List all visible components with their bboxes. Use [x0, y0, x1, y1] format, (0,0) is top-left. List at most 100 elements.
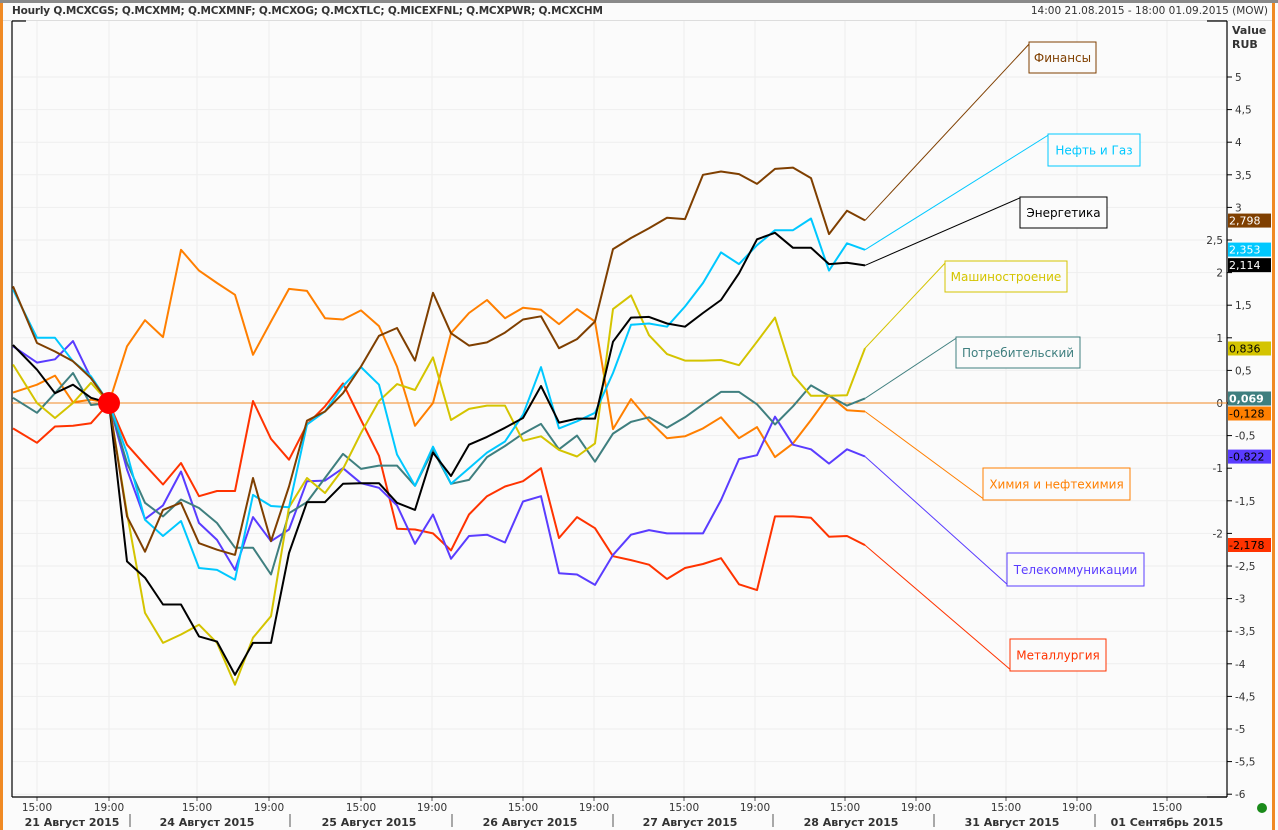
status-indicator-icon: [1257, 803, 1267, 813]
x-tick-label: 15:00: [22, 802, 52, 814]
day-label: 26 Август 2015: [483, 816, 578, 829]
day-label: 21 Август 2015: [25, 816, 120, 829]
last-value-text: -0,822: [1229, 451, 1264, 464]
series-label: Финансы: [1034, 51, 1091, 65]
header-divider: [3, 20, 1272, 21]
y-tick-label: 1: [1216, 333, 1223, 345]
series-label-box: [1019, 196, 1108, 229]
y-tick-label: 0: [1216, 398, 1223, 410]
y-tick-label: -3,5: [1235, 626, 1256, 638]
series-label: Металлургия: [1016, 649, 1099, 663]
series-label-box: [1028, 41, 1097, 74]
series-leader-line: [864, 336, 959, 399]
last-value-badge: [1228, 406, 1271, 421]
y-tick-label: 2: [1216, 268, 1223, 280]
day-label: 27 Август 2015: [643, 816, 738, 829]
last-value-text: 2,353: [1229, 244, 1261, 257]
last-value-badge: [1228, 391, 1271, 406]
last-value-badge: [1228, 242, 1271, 257]
x-tick-label: 15:00: [182, 802, 212, 814]
series-label: Энергетика: [1026, 206, 1100, 220]
last-value-badge: [1228, 538, 1271, 553]
y-tick-label: -5,5: [1235, 757, 1256, 769]
x-tick-label: 19:00: [417, 802, 447, 814]
x-tick-label: 15:00: [669, 802, 699, 814]
x-tick-label: 19:00: [579, 802, 609, 814]
y-tick-label: -2,5: [1235, 561, 1256, 573]
series-label-box: [1009, 638, 1107, 672]
y-tick-label: -3: [1235, 594, 1245, 606]
last-value-badge: [1228, 341, 1271, 356]
series-leader-line: [864, 41, 1032, 221]
series-label: Химия и нефтехимия: [989, 478, 1123, 492]
y-tick-label: 0,5: [1235, 365, 1252, 377]
series-line: [12, 231, 866, 676]
y-tick-label: -1,5: [1235, 496, 1256, 508]
series-line: [12, 382, 866, 592]
series-label-box: [1006, 552, 1145, 587]
day-label: 25 Август 2015: [322, 816, 417, 829]
y-tick-label: -2: [1213, 528, 1223, 540]
series-leader-line: [864, 456, 1010, 587]
y-tick-label: 3,5: [1235, 170, 1252, 182]
series-leader-line: [864, 411, 986, 501]
y-tick-label: 4: [1235, 137, 1242, 149]
y-axis-label-value: Value: [1232, 24, 1266, 37]
series-line: [12, 294, 866, 686]
x-tick-label: 19:00: [1062, 802, 1092, 814]
x-tick-label: 19:00: [901, 802, 931, 814]
series-label: Потребительский: [962, 346, 1074, 360]
x-tick-label: 15:00: [1152, 802, 1182, 814]
date-range: 14:00 21.08.2015 - 18:00 01.09.2015 (MOW…: [1030, 5, 1268, 17]
series-leader-line: [864, 133, 1051, 251]
last-value-text: 2,114: [1229, 259, 1261, 272]
left-border: [0, 3, 3, 830]
series-line: [12, 340, 866, 586]
series-label-box: [955, 336, 1081, 369]
y-tick-label: -5: [1235, 724, 1245, 736]
window-top-strip: [0, 0, 1278, 3]
series-label-box: [982, 467, 1131, 501]
y-tick-label: -4: [1235, 659, 1246, 671]
x-tick-label: 15:00: [830, 802, 860, 814]
series-label-box: [944, 260, 1068, 293]
series-line: [12, 166, 866, 556]
y-tick-label: 1,5: [1235, 300, 1252, 312]
x-tick-label: 19:00: [94, 802, 124, 814]
y-tick-label: 5: [1235, 72, 1242, 84]
y-tick-label: 4,5: [1235, 105, 1252, 117]
last-value-text: -2,178: [1229, 539, 1264, 552]
series-label-box: [1047, 133, 1141, 167]
day-label: 28 Август 2015: [804, 816, 899, 829]
y-tick-label: -1: [1213, 463, 1223, 475]
y-tick-label: 2,5: [1206, 235, 1223, 247]
reference-point-marker: [98, 392, 120, 414]
last-value-text: 2,798: [1229, 215, 1261, 228]
series-line: [12, 248, 866, 459]
series-leader-line: [864, 544, 1013, 672]
last-value-badge: [1228, 449, 1271, 464]
last-value-badge: [1228, 213, 1271, 228]
x-tick-label: 15:00: [508, 802, 538, 814]
series-label: Нефть и Газ: [1055, 144, 1132, 158]
y-tick-label: -4,5: [1235, 691, 1256, 703]
day-label: 24 Август 2015: [160, 816, 255, 829]
series-leader-line: [864, 260, 948, 349]
last-value-text: 0,069: [1229, 393, 1264, 406]
x-tick-label: 19:00: [740, 802, 770, 814]
y-tick-label: -6: [1235, 789, 1246, 801]
series-label: Телекоммуникации: [1013, 563, 1138, 577]
y-axis-label-unit: RUB: [1232, 38, 1258, 51]
last-value-text: -0,128: [1229, 408, 1264, 421]
last-value-badge: [1228, 258, 1271, 273]
x-tick-label: 15:00: [991, 802, 1021, 814]
right-border: [1272, 3, 1275, 830]
series-leader-line: [864, 196, 1023, 266]
y-tick-label: -0,5: [1235, 431, 1256, 443]
series-label: Машиностроение: [951, 270, 1062, 284]
x-tick-label: 19:00: [254, 802, 284, 814]
chart-title: Hourly Q.MCXCGS; Q.MCXMM; Q.MCXMNF; Q.MC…: [12, 5, 603, 17]
x-tick-label: 15:00: [346, 802, 376, 814]
day-label: 31 Август 2015: [965, 816, 1060, 829]
